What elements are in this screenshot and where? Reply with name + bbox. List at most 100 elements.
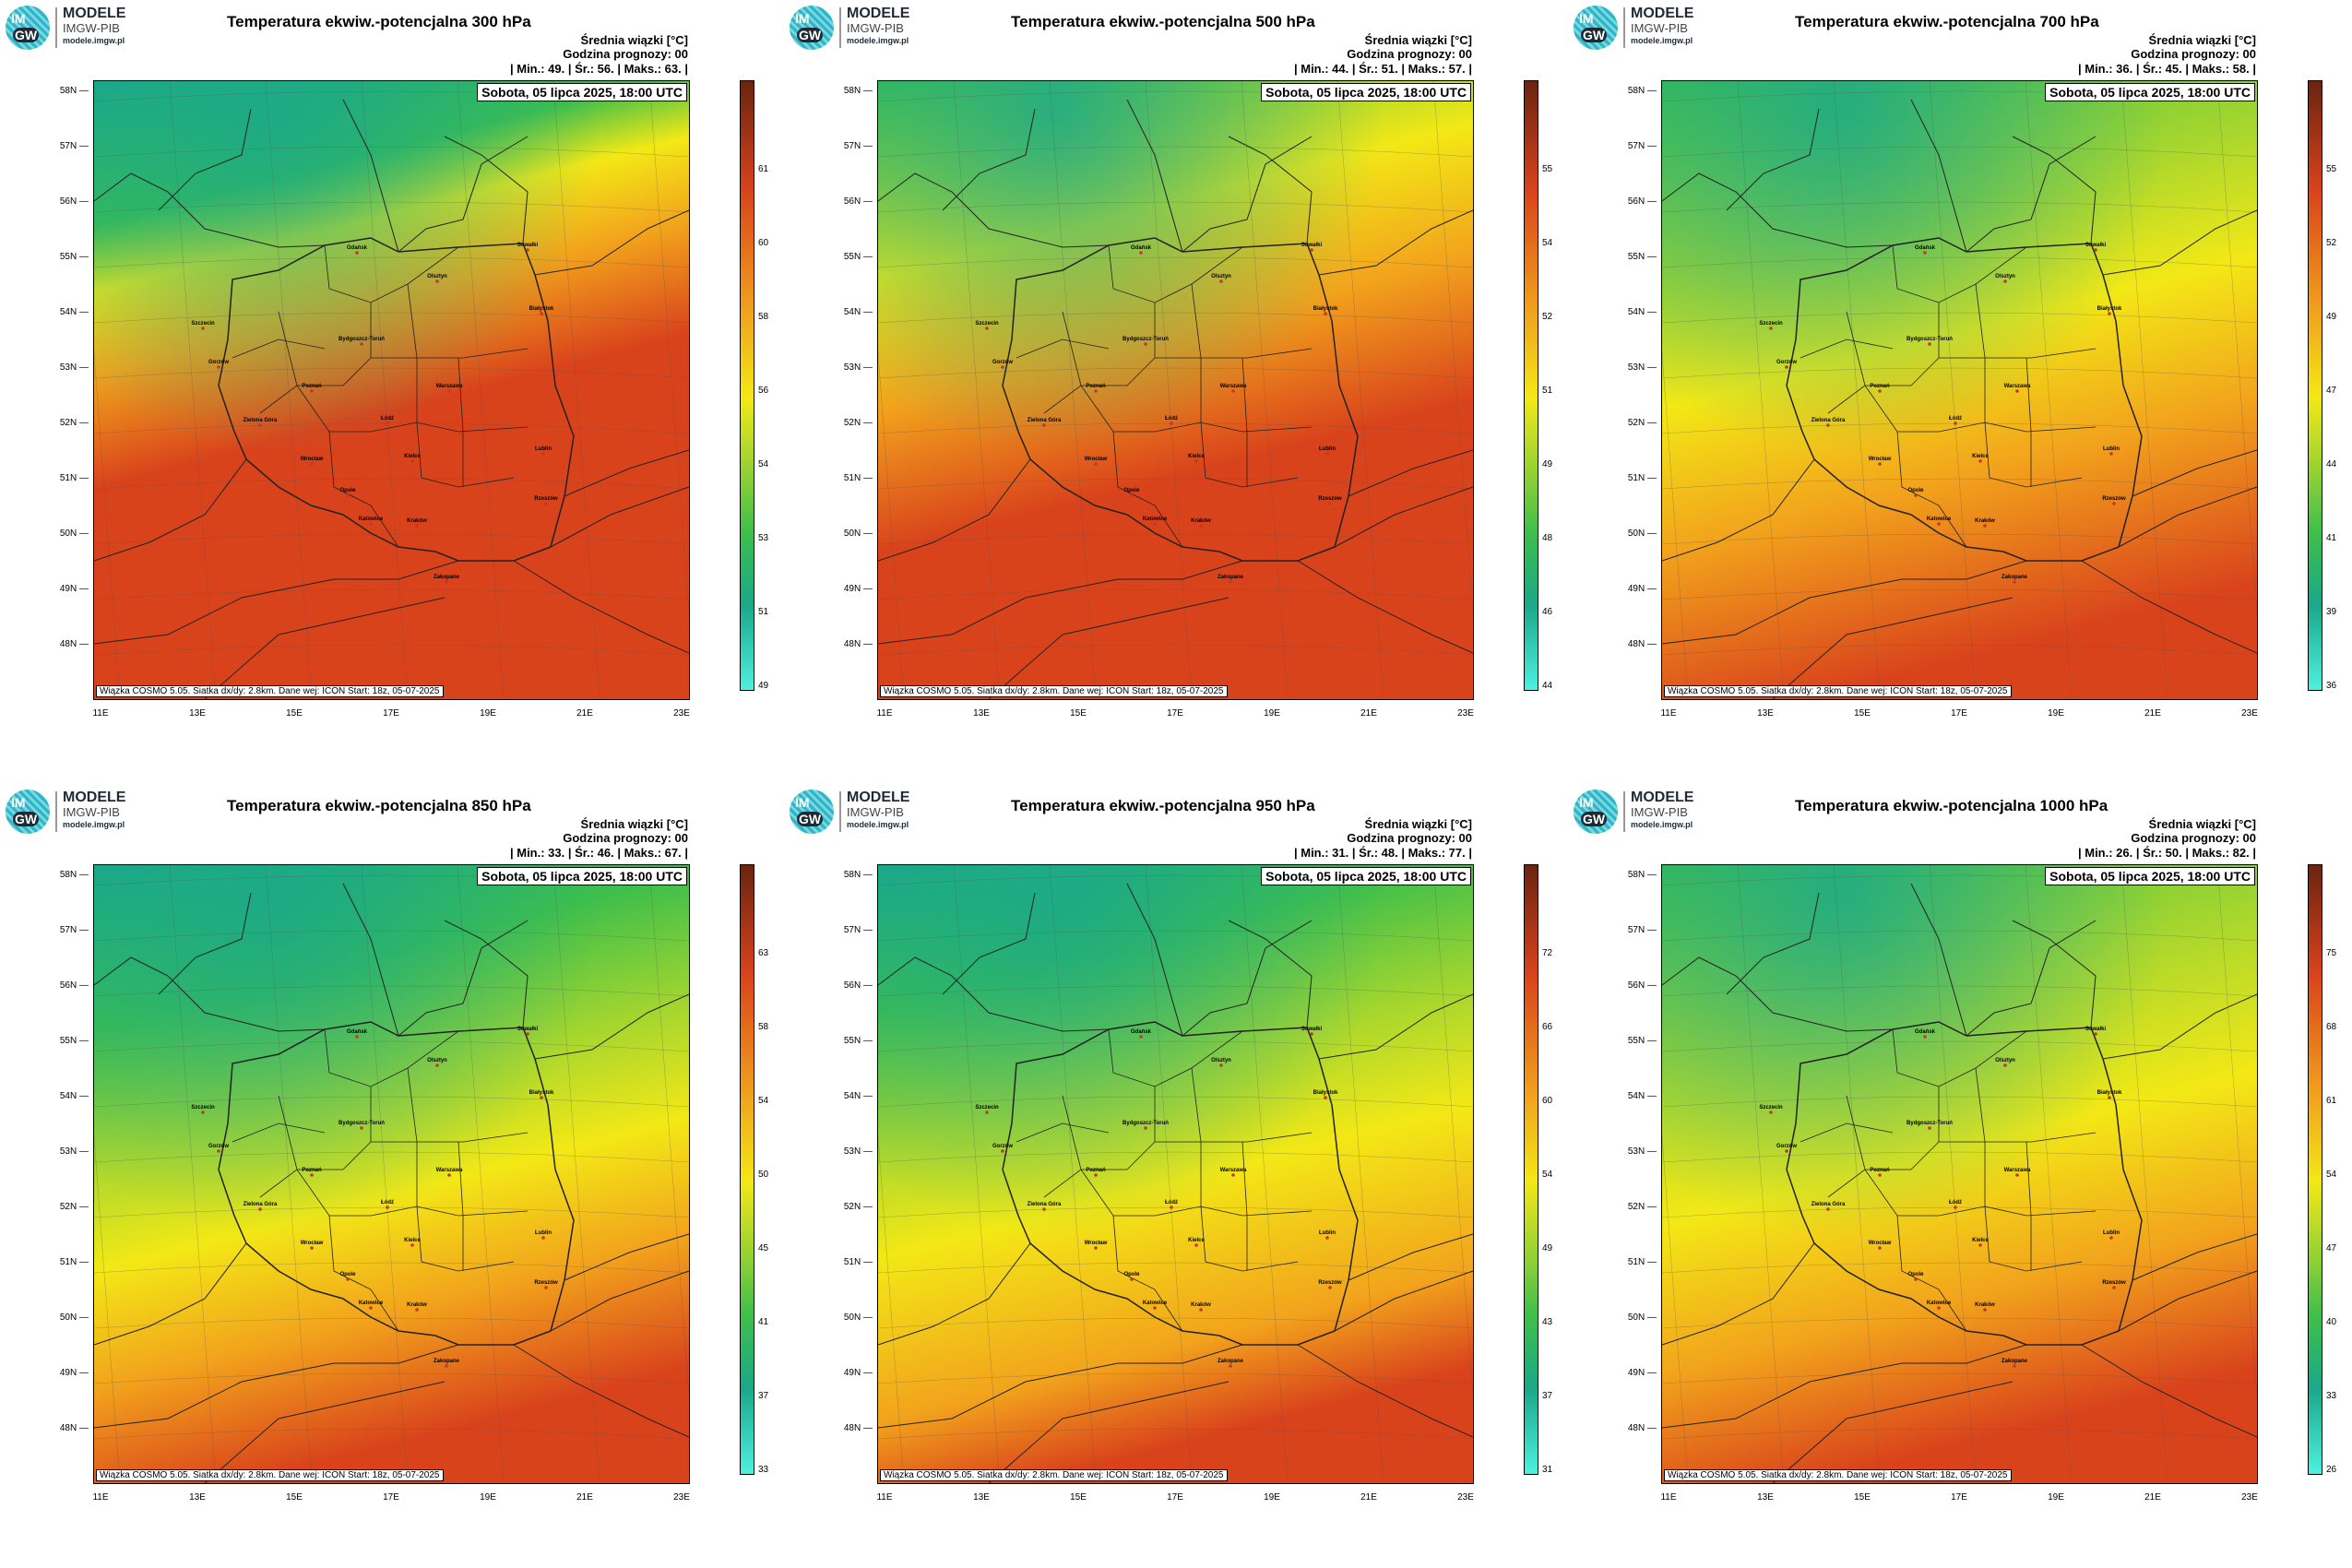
city-label: Kielce <box>1188 454 1205 459</box>
city-marker <box>1937 1306 1941 1310</box>
logo-divider <box>55 7 57 48</box>
map-area: Gdańsk Suwałki Olsztyn Białystok Szczecin Byd… <box>1661 80 2258 700</box>
longitude-label: 15E <box>1070 708 1087 719</box>
logo-name: MODELE <box>1631 790 1694 805</box>
colorbar-tick-label: 26 <box>2326 1465 2337 1475</box>
colorbar-tick-label: 33 <box>758 1465 769 1475</box>
city-label: Zakopane <box>2002 1359 2028 1364</box>
map-panel: IM GW MODELE IMGW-PIB modele.imgw.pl Temperat… <box>784 784 1568 1568</box>
city-marker <box>1094 1246 1098 1250</box>
city-label: Opole <box>339 1272 356 1277</box>
imgw-logo-icon: IM GW <box>790 6 834 50</box>
latitude-label: 48N — <box>1627 1423 1657 1433</box>
city-marker <box>1878 1246 1882 1250</box>
city-marker <box>1094 462 1098 466</box>
logo-divider <box>839 7 841 48</box>
city-label: Łódź <box>381 416 394 422</box>
map-panel: IM GW MODELE IMGW-PIB modele.imgw.pl Temperat… <box>784 0 1568 784</box>
temperature-field-overlay <box>1662 81 2257 699</box>
city-label: Bydgoszcz-Toruń <box>1123 337 1169 342</box>
city-marker <box>1130 1277 1134 1281</box>
latitude-label: 53N — <box>1627 362 1657 373</box>
model-credit: Wiązka COSMO 5.05. Siatka dx/dy: 2.8km. … <box>96 1469 444 1481</box>
longitude-label: 13E <box>1757 1492 1774 1503</box>
longitude-label: 17E <box>383 1492 399 1503</box>
temperature-field-overlay <box>878 81 1473 699</box>
city-label: Olsztyn <box>1995 1058 2015 1063</box>
city-marker <box>1983 524 1987 528</box>
country-borders <box>1662 883 2257 1483</box>
colorbar-tick-label: 52 <box>2326 238 2337 248</box>
city-label: Wrocław <box>1085 1241 1108 1246</box>
city-marker <box>410 459 414 463</box>
city-marker <box>540 1096 543 1099</box>
latitude-label: 51N — <box>59 473 89 483</box>
city-marker <box>1928 342 1931 346</box>
poland-outline <box>218 1021 575 1346</box>
colorbar-tick-label: 47 <box>2326 386 2337 396</box>
imgw-logo: IM GW MODELE IMGW-PIB modele.imgw.pl <box>790 6 937 52</box>
city-label: Olsztyn <box>1211 274 1231 279</box>
panel-info: Średnia wiązki [°C] Godzina prognozy: 00 <box>2131 33 2256 61</box>
imgw-logo-icon: IM GW <box>790 790 834 834</box>
city-label: Rzeszów <box>1318 1280 1342 1286</box>
latitude-label: 57N — <box>59 925 89 935</box>
longitude-label: 13E <box>1757 708 1774 719</box>
longitude-label: 23E <box>1457 1492 1474 1503</box>
province-borders <box>1016 244 1313 548</box>
city-marker <box>410 1243 414 1247</box>
colorbar <box>1524 864 1538 1475</box>
city-marker <box>2108 1096 2111 1099</box>
city-label: Rzeszów <box>2102 1280 2126 1286</box>
city-label: Poznań <box>1870 1168 1890 1173</box>
city-marker <box>435 1063 439 1067</box>
longitude-label: 15E <box>1854 1492 1871 1503</box>
city-marker <box>258 1207 262 1211</box>
city-marker <box>2013 580 2016 584</box>
logo-url: modele.imgw.pl <box>63 820 125 829</box>
city-label: Łódź <box>1165 416 1178 422</box>
stats-line: | Min.: 44. | Śr.: 51. | Maks.: 57. | <box>1293 62 1472 76</box>
city-marker <box>526 1032 529 1036</box>
city-label: Gorzów <box>992 360 1013 365</box>
logo-org: IMGW-PIB <box>63 21 120 35</box>
city-label: Katowice <box>359 1301 384 1306</box>
logo-name: MODELE <box>847 6 910 21</box>
logo-divider <box>839 791 841 832</box>
city-marker <box>1042 1207 1046 1211</box>
city-marker <box>1001 365 1004 369</box>
colorbar-tick-label: 58 <box>758 1022 769 1032</box>
mean-label: Średnia wiązki [°C] <box>2148 817 2256 831</box>
latitude-label: 51N — <box>59 1257 89 1267</box>
latitude-label: 52N — <box>59 1202 89 1212</box>
city-label: Olsztyn <box>427 1058 447 1063</box>
city-marker <box>1170 422 1173 425</box>
city-marker <box>217 1149 220 1153</box>
city-marker <box>1983 1308 1987 1312</box>
colorbar-tick-label: 37 <box>758 1391 769 1401</box>
graticule <box>1662 865 2257 1483</box>
city-label: Bydgoszcz-Toruń <box>1123 1121 1169 1126</box>
colorbar-tick-label: 63 <box>758 948 769 958</box>
colorbar-tick-label: 54 <box>758 1096 769 1106</box>
mean-label: Średnia wiązki [°C] <box>1364 817 1472 831</box>
forecast-hour: Godzina prognozy: 00 <box>1347 831 1472 845</box>
city-label: Katowice <box>1143 1301 1168 1306</box>
city-label: Łódź <box>1949 1200 1962 1206</box>
forecast-hour: Godzina prognozy: 00 <box>2131 831 2256 845</box>
colorbar-tick-label: 61 <box>2326 1096 2337 1106</box>
colorbar-tick-label: 54 <box>758 459 769 469</box>
latitude-label: 49N — <box>1627 584 1657 594</box>
city-label: Szczecin <box>191 1105 215 1111</box>
longitude-label: 11E <box>876 1492 893 1503</box>
forecast-date: Sobota, 05 lipca 2025, 18:00 UTC <box>2045 83 2255 101</box>
longitude-label: 19E <box>2048 1492 2064 1503</box>
colorbar-tick-label: 48 <box>1542 533 1553 543</box>
latitude-label: 56N — <box>1627 196 1657 207</box>
city-label: Białystok <box>529 306 554 312</box>
latitude-label: 56N — <box>1627 980 1657 991</box>
city-label: Kielce <box>1972 1238 1989 1243</box>
city-marker <box>1310 248 1313 252</box>
longitude-label: 17E <box>1951 708 1967 719</box>
imgw-logo: IM GW MODELE IMGW-PIB modele.imgw.pl <box>6 6 153 52</box>
